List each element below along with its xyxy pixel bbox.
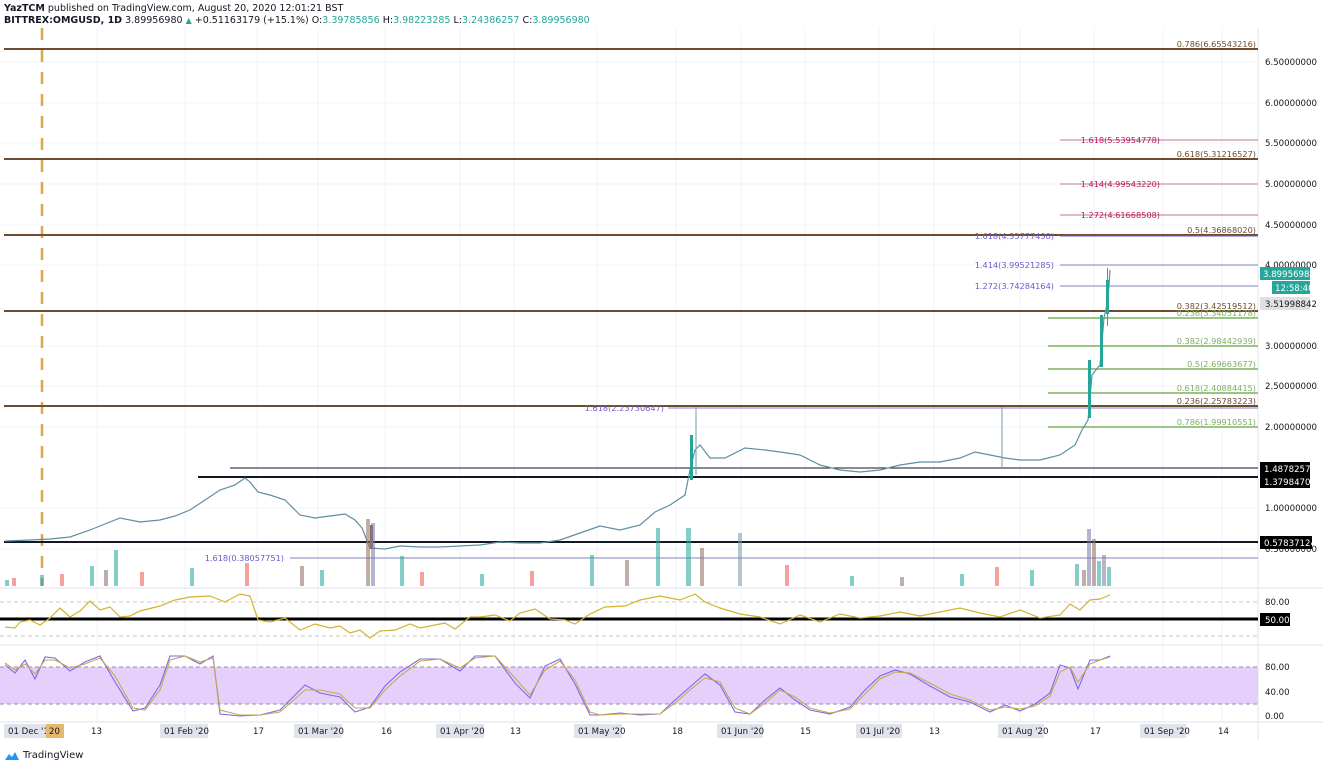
horizontal-levels[interactable] (4, 48, 1258, 559)
time-axis[interactable]: 01 Dec '19 20 13 01 Feb '20 17 01 Mar '2… (4, 724, 1229, 738)
price-badges: 3.89956980 12:58:40 3.51998842 1.4878257… (1260, 267, 1317, 549)
low-label: L: (453, 15, 463, 26)
price-tick: 4.50000000 (1265, 221, 1317, 231)
prev-close-badge (1260, 297, 1310, 310)
fib-label: 1.272(4.61668508) (1081, 210, 1160, 220)
fib-label: 0.236(3.34051178) (1177, 308, 1256, 318)
high-label: H: (382, 15, 394, 26)
fib-label: 0.786(6.65543216) (1177, 39, 1256, 49)
price-tick: 6.50000000 (1265, 58, 1317, 68)
fib-labels: 0.786(6.65543216) 1.618(5.53954778) 0.61… (205, 39, 1256, 563)
svg-text:14: 14 (1218, 727, 1229, 737)
price-change: +0.51163179 (+15.1%) (194, 15, 309, 26)
publisher-name: YazTCM (4, 3, 45, 14)
open-label: O: (311, 15, 323, 26)
brand-name: TradingView (23, 750, 84, 761)
support-badge-1 (1260, 462, 1310, 475)
price-tick: 2.50000000 (1265, 382, 1317, 392)
svg-text:01 May '20: 01 May '20 (578, 727, 625, 737)
support-badge-3 (1260, 536, 1312, 549)
fib-label: 1.618(5.53954778) (1081, 135, 1160, 145)
svg-text:15: 15 (800, 727, 811, 737)
svg-text:13: 13 (510, 727, 521, 737)
svg-text:40.00: 40.00 (1265, 688, 1290, 698)
support-badge-2 (1260, 475, 1310, 488)
svg-text:17: 17 (253, 727, 264, 737)
symbol-legend: BITTREX:OMGUSD, 1D 3.89956980 ▲ +0.51163… (4, 15, 590, 26)
price-tick: 2.00000000 (1265, 423, 1317, 433)
fib-label: 1.618(2.23730647) (585, 403, 664, 413)
svg-text:0.57837124: 0.57837124 (1264, 539, 1316, 549)
indicator-axes: 80.00 50.00 80.00 40.00 0.00 (1260, 598, 1290, 722)
price-tick: 5.00000000 (1265, 180, 1317, 190)
published-text: published on TradingView.com, August 20,… (47, 3, 344, 14)
price-tick: 0.50000000 (1265, 545, 1317, 555)
svg-text:01 Jun '20: 01 Jun '20 (721, 727, 764, 737)
high-value: 3.98223285 (393, 15, 451, 26)
rsi-pane[interactable] (0, 593, 1258, 639)
svg-text:16: 16 (381, 727, 392, 737)
price-tick: 4.00000000 (1265, 261, 1317, 271)
svg-text:3.51998842: 3.51998842 (1265, 300, 1317, 310)
fib-label: 0.618(5.31216527) (1177, 149, 1256, 159)
fib-label: 1.414(4.99543220) (1081, 179, 1160, 189)
last-price: 3.89956980 (125, 15, 183, 26)
svg-text:18: 18 (672, 727, 683, 737)
fib-label: 0.5(2.69663677) (1187, 359, 1256, 369)
pane-separators (0, 28, 1323, 740)
svg-text:01 Sep '20: 01 Sep '20 (1144, 727, 1190, 737)
fib-label: 0.382(3.42519512) (1177, 301, 1256, 311)
price-tick: 1.00000000 (1265, 504, 1317, 514)
fib-label: 1.618(0.38057751) (205, 553, 284, 563)
svg-text:17: 17 (1090, 727, 1101, 737)
svg-text:3.89956980: 3.89956980 (1263, 270, 1315, 280)
candlestick-series[interactable] (4, 268, 1111, 550)
fib-label: 0.5(4.36868020) (1187, 225, 1256, 235)
svg-text:80.00: 80.00 (1265, 598, 1290, 608)
price-axis[interactable]: 6.50000000 6.00000000 5.50000000 5.00000… (1265, 58, 1317, 555)
publisher-line: YazTCM published on TradingView.com, Aug… (4, 3, 343, 14)
fib-label: 0.236(2.25783223) (1177, 396, 1256, 406)
svg-text:20: 20 (49, 727, 60, 737)
svg-text:01 Dec '19: 01 Dec '19 (8, 727, 54, 737)
svg-text:1.37984708: 1.37984708 (1264, 478, 1316, 488)
price-tick: 6.00000000 (1265, 99, 1317, 109)
symbol-name[interactable]: BITTREX:OMGUSD, 1D (4, 15, 123, 26)
svg-text:80.00: 80.00 (1265, 663, 1290, 673)
stoch-rsi-pane[interactable] (0, 655, 1258, 717)
svg-text:01 Feb '20: 01 Feb '20 (164, 727, 209, 737)
svg-text:01 Jul '20: 01 Jul '20 (860, 727, 900, 737)
price-tick: 5.50000000 (1265, 139, 1317, 149)
fib-label: 1.618(4.35777430) (975, 231, 1054, 241)
fib-label: 0.786(1.99910551) (1177, 417, 1256, 427)
fib-label: 0.618(2.40884415) (1177, 383, 1256, 393)
svg-text:01 Aug '20: 01 Aug '20 (1002, 727, 1048, 737)
fib-label: 1.272(3.74284164) (975, 281, 1054, 291)
fib-label: 0.382(2.98442939) (1177, 336, 1256, 346)
open-value: 3.39785856 (322, 15, 380, 26)
fib-label: 1.414(3.99521285) (975, 260, 1054, 270)
low-value: 3.24386257 (462, 15, 520, 26)
close-value: 3.89956980 (532, 15, 590, 26)
svg-text:01 Apr '20: 01 Apr '20 (440, 727, 485, 737)
tradingview-cloud-icon (5, 751, 19, 760)
up-arrow-icon: ▲ (185, 16, 192, 25)
countdown-badge (1272, 281, 1310, 294)
svg-text:01 Mar '20: 01 Mar '20 (298, 727, 344, 737)
last-price-badge (1260, 267, 1310, 280)
svg-text:50.00: 50.00 (1265, 616, 1290, 626)
volume-series (5, 519, 1111, 586)
svg-text:13: 13 (929, 727, 940, 737)
close-label: C: (522, 15, 533, 26)
tradingview-logo[interactable]: TradingView (4, 750, 83, 761)
svg-text:1.48782576: 1.48782576 (1264, 465, 1316, 475)
svg-text:13: 13 (91, 727, 102, 737)
svg-text:0.00: 0.00 (1265, 712, 1284, 722)
svg-text:12:58:40: 12:58:40 (1275, 284, 1314, 294)
price-tick: 3.00000000 (1265, 342, 1317, 352)
